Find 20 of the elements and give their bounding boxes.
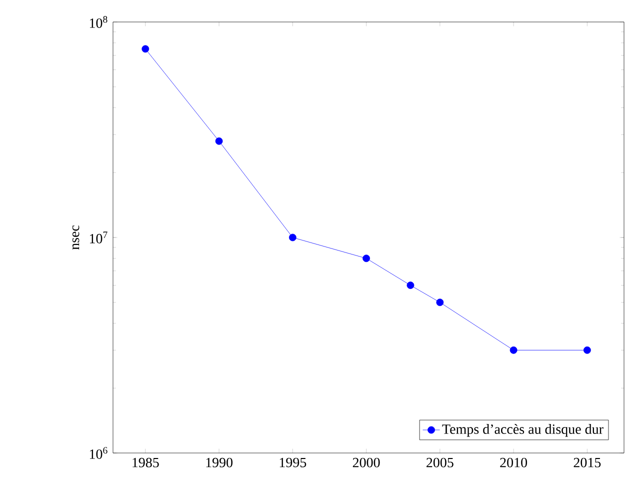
x-tick-label: 1985 [132, 458, 159, 468]
y-tick-label: 10$^{7}$ [90, 232, 108, 244]
x-tick-label: 1990 [206, 458, 232, 468]
point [142, 45, 150, 53]
point [288, 234, 296, 242]
point [215, 137, 223, 145]
point [583, 346, 591, 354]
x-tick-label: 1995 [280, 458, 306, 468]
x-tick-label: 2010 [500, 458, 528, 468]
y-tick-label: 10$^{8}$ [90, 16, 108, 28]
x-tick-label: 2000 [352, 458, 380, 468]
legend-label: Temps d’accès au disque dur [442, 424, 604, 437]
y-axis-title: nsec [72, 225, 80, 250]
point [406, 282, 414, 289]
x-tick-label: 2015 [574, 458, 601, 468]
point [362, 254, 370, 262]
point [436, 298, 444, 306]
point [510, 346, 518, 354]
y-tick-label: 10$^{6}$ [90, 447, 108, 459]
x-tick-label: 2005 [426, 458, 454, 468]
